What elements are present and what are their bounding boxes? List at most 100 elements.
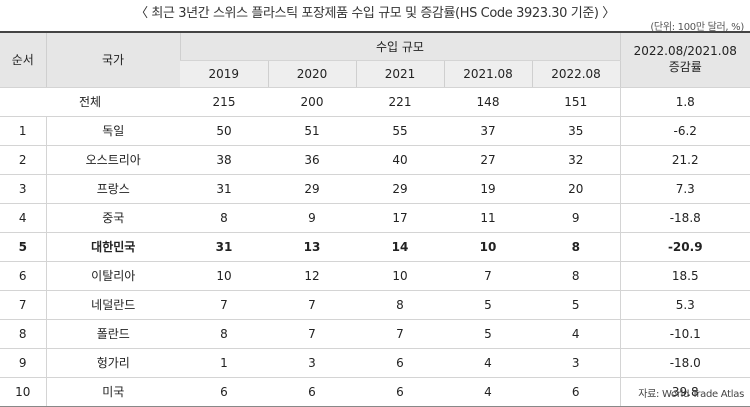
cell-change: -18.0	[620, 348, 750, 377]
cell-value: 13	[268, 232, 356, 261]
cell-value: 3	[532, 348, 620, 377]
cell-value: 7	[268, 319, 356, 348]
cell-value: 8	[180, 319, 268, 348]
cell-value: 7	[268, 290, 356, 319]
cell-value: 8	[180, 203, 268, 232]
header-row: 순서 국가 수입 규모 2022.08/2021.08 증감률	[0, 32, 750, 60]
header-change-period: 2022.08/2021.08	[621, 44, 750, 58]
source-note: 자료: World Trade Atlas	[638, 385, 744, 400]
cell-value: 29	[356, 174, 444, 203]
cell-value: 10	[444, 232, 532, 261]
cell-rank: 4	[0, 203, 46, 232]
cell-value: 10	[356, 261, 444, 290]
header-rank: 순서	[0, 32, 46, 87]
cell-change: 7.3	[620, 174, 750, 203]
cell-country: 헝가리	[46, 348, 180, 377]
cell-rank: 8	[0, 319, 46, 348]
header-year: 2019	[180, 60, 268, 87]
header-year: 2021	[356, 60, 444, 87]
cell-change: -10.1	[620, 319, 750, 348]
cell-value: 14	[356, 232, 444, 261]
cell-country: 이탈리아	[46, 261, 180, 290]
cell-value: 40	[356, 145, 444, 174]
cell-rank: 1	[0, 116, 46, 145]
cell-value: 31	[180, 232, 268, 261]
table-row: 1 독일 50 51 55 37 35 -6.2	[0, 116, 750, 145]
header-change: 2022.08/2021.08 증감률	[620, 32, 750, 87]
cell-value: 17	[356, 203, 444, 232]
cell-change: -6.2	[620, 116, 750, 145]
cell-value: 51	[268, 116, 356, 145]
cell-value: 29	[268, 174, 356, 203]
cell-rank: 6	[0, 261, 46, 290]
table-row: 9 헝가리 1 3 6 4 3 -18.0	[0, 348, 750, 377]
cell-value: 5	[444, 290, 532, 319]
cell-value: 7	[180, 290, 268, 319]
cell-rank: 9	[0, 348, 46, 377]
table-row: 2 오스트리아 38 36 40 27 32 21.2	[0, 145, 750, 174]
cell-rank: 5	[0, 232, 46, 261]
table-row: 3 프랑스 31 29 29 19 20 7.3	[0, 174, 750, 203]
header-import-size: 수입 규모	[180, 32, 620, 60]
cell-value: 31	[180, 174, 268, 203]
cell-country: 대한민국	[46, 232, 180, 261]
cell-rank: 2	[0, 145, 46, 174]
import-table: 순서 국가 수입 규모 2022.08/2021.08 증감률 2019 202…	[0, 31, 750, 407]
cell-change: 5.3	[620, 290, 750, 319]
cell-country: 네덜란드	[46, 290, 180, 319]
cell-value: 8	[356, 290, 444, 319]
cell-value: 37	[444, 116, 532, 145]
cell-value: 215	[180, 87, 268, 116]
header-year: 2022.08	[532, 60, 620, 87]
cell-value: 20	[532, 174, 620, 203]
cell-country: 오스트리아	[46, 145, 180, 174]
table-row-highlight: 5 대한민국 31 13 14 10 8 -20.9	[0, 232, 750, 261]
cell-value: 4	[444, 348, 532, 377]
cell-value: 55	[356, 116, 444, 145]
cell-value: 8	[532, 261, 620, 290]
cell-change: 18.5	[620, 261, 750, 290]
table-row-total: 전체 215 200 221 148 151 1.8	[0, 87, 750, 116]
cell-country: 전체	[0, 87, 180, 116]
cell-value: 7	[444, 261, 532, 290]
cell-country: 프랑스	[46, 174, 180, 203]
header-year: 2021.08	[444, 60, 532, 87]
cell-value: 19	[444, 174, 532, 203]
cell-value: 11	[444, 203, 532, 232]
cell-value: 5	[444, 319, 532, 348]
cell-value: 50	[180, 116, 268, 145]
table-row: 4 중국 8 9 17 11 9 -18.8	[0, 203, 750, 232]
cell-rank: 3	[0, 174, 46, 203]
cell-country: 독일	[46, 116, 180, 145]
header-year: 2020	[268, 60, 356, 87]
cell-change: -20.9	[620, 232, 750, 261]
cell-value: 4	[532, 319, 620, 348]
header-change-label: 증감률	[621, 58, 750, 75]
cell-value: 1	[180, 348, 268, 377]
cell-value: 12	[268, 261, 356, 290]
cell-value: 200	[268, 87, 356, 116]
cell-value: 27	[444, 145, 532, 174]
cell-country: 폴란드	[46, 319, 180, 348]
cell-value: 7	[356, 319, 444, 348]
table-title: 〈 최근 3년간 스위스 플라스틱 포장제품 수입 규모 및 증감률(HS Co…	[0, 2, 750, 21]
cell-value: 9	[532, 203, 620, 232]
cell-value: 9	[268, 203, 356, 232]
table-row: 7 네덜란드 7 7 8 5 5 5.3	[0, 290, 750, 319]
cell-rank: 7	[0, 290, 46, 319]
cell-change: 21.2	[620, 145, 750, 174]
cell-value: 151	[532, 87, 620, 116]
cell-value: 8	[532, 232, 620, 261]
header-country: 국가	[46, 32, 180, 87]
cell-value: 32	[532, 145, 620, 174]
cell-value: 38	[180, 145, 268, 174]
table-row: 6 이탈리아 10 12 10 7 8 18.5	[0, 261, 750, 290]
table-row: 8 폴란드 8 7 7 5 4 -10.1	[0, 319, 750, 348]
cell-value: 6	[356, 348, 444, 377]
cell-value: 36	[268, 145, 356, 174]
cell-value: 35	[532, 116, 620, 145]
cell-value: 221	[356, 87, 444, 116]
cell-value: 5	[532, 290, 620, 319]
cell-country: 중국	[46, 203, 180, 232]
